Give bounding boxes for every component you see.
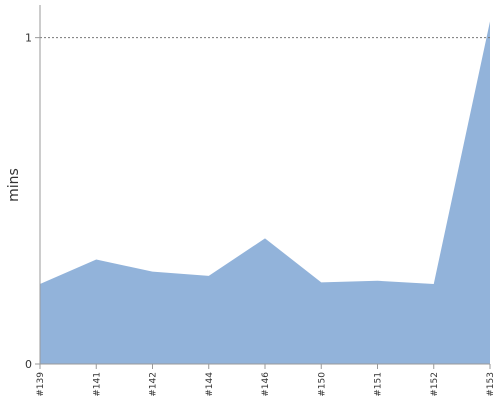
- x-tick-label: #153: [486, 372, 496, 397]
- x-tick-label: #141: [92, 372, 102, 397]
- x-tick-label: #151: [374, 372, 384, 397]
- x-tick-label: #150: [317, 372, 327, 397]
- x-tick-label: #139: [36, 372, 46, 397]
- y-tick-label: 0: [25, 358, 32, 371]
- area-series: [40, 21, 490, 364]
- x-tick-label: #144: [205, 372, 215, 397]
- y-axis-label: mins: [6, 168, 22, 202]
- x-tick-label: #146: [261, 372, 271, 397]
- plot-area: [40, 21, 490, 364]
- axes: mins 0 1 #139 #141 #142 #144 #146 #150 #151 #152 #…: [6, 5, 496, 397]
- x-tick-label: #152: [430, 372, 440, 397]
- y-tick-label: 1: [25, 32, 32, 45]
- x-tick-label: #142: [149, 372, 159, 397]
